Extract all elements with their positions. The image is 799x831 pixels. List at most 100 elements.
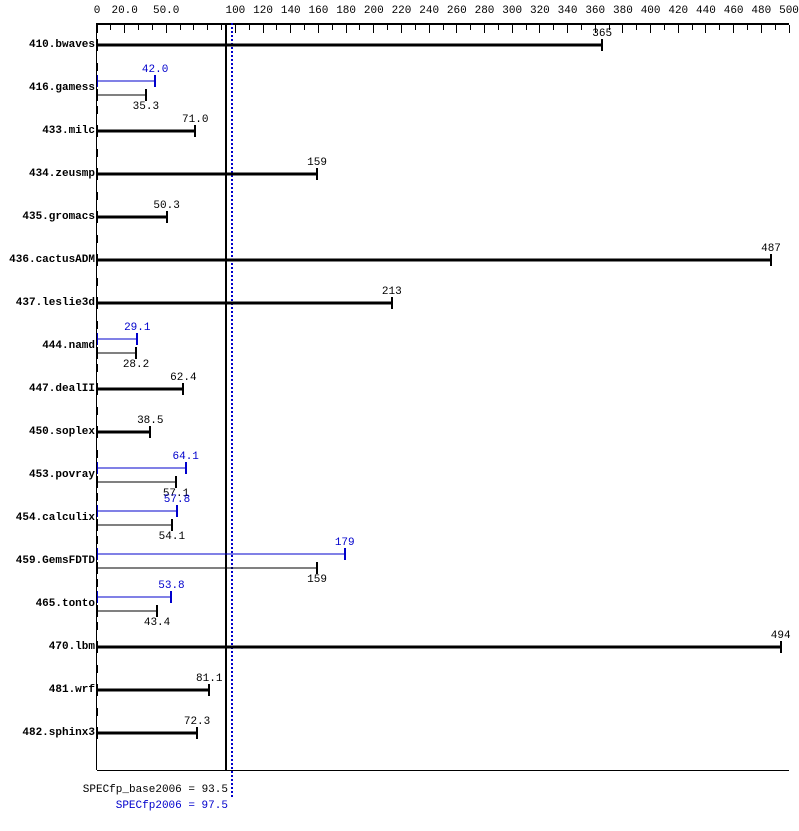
benchmark-label: 435.gromacs <box>22 211 95 223</box>
benchmark-label: 416.gamess <box>29 82 95 94</box>
base-value-label: 159 <box>307 574 327 586</box>
axis-tick <box>415 25 416 30</box>
row-separator <box>97 63 98 71</box>
axis-tick <box>581 25 582 30</box>
peak-bar <box>97 554 345 555</box>
base-bar-cap <box>175 476 177 488</box>
axis-tick-label: 440 <box>696 5 716 17</box>
axis-tick <box>207 25 208 30</box>
axis-tick <box>512 25 513 33</box>
base-value-label: 81.1 <box>196 673 222 685</box>
axis-tick <box>332 25 333 30</box>
base-bar <box>97 302 392 305</box>
benchmark-label: 482.sphinx3 <box>22 727 95 739</box>
base-bar-cap <box>208 684 210 696</box>
axis-tick-label: 140 <box>281 5 301 17</box>
axis-tick <box>705 25 706 33</box>
base-bar <box>97 353 136 354</box>
axis-tick-label: 260 <box>447 5 467 17</box>
axis-tick <box>789 25 790 33</box>
row-separator <box>97 278 98 286</box>
peak-bar-cap <box>344 548 346 560</box>
specfp2006-chart: 020.050.01001201401601802002202402602803… <box>0 0 799 831</box>
axis-tick-label: 340 <box>558 5 578 17</box>
base-bar-cap <box>601 39 603 51</box>
base-value-label: 487 <box>761 243 781 255</box>
axis-tick-label: 100 <box>225 5 245 17</box>
axis-tick <box>124 25 125 33</box>
base-bar-cap <box>145 89 147 101</box>
axis-tick <box>318 25 319 33</box>
row-separator <box>97 192 98 200</box>
axis-tick <box>636 25 637 30</box>
base-bar <box>97 568 317 569</box>
axis-tick <box>221 25 222 30</box>
axis-tick-label: 420 <box>668 5 688 17</box>
axis-tick-label: 460 <box>724 5 744 17</box>
axis-tick <box>470 25 471 30</box>
peak-value-label: 57.8 <box>164 494 190 506</box>
axis-tick <box>678 25 679 33</box>
base-bar-cap <box>171 519 173 531</box>
axis-tick-label: 160 <box>309 5 329 17</box>
axis-tick-label: 480 <box>751 5 771 17</box>
base-bar <box>97 732 197 735</box>
axis-tick-label: 300 <box>502 5 522 17</box>
axis-tick <box>539 25 540 33</box>
axis-tick <box>263 25 264 33</box>
base-value-label: 72.3 <box>184 716 210 728</box>
row-separator <box>97 708 98 716</box>
peak-value-label: 53.8 <box>158 580 184 592</box>
axis-tick <box>498 25 499 30</box>
base-bar-cap <box>149 426 151 438</box>
base-bar-cap <box>780 641 782 653</box>
base-bar-cap <box>156 605 158 617</box>
left-axis-rule <box>96 23 97 770</box>
base-value-label: 213 <box>382 286 402 298</box>
base-bar <box>97 689 209 692</box>
benchmark-label: 454.calculix <box>16 512 95 524</box>
axis-tick <box>443 25 444 30</box>
axis-tick <box>692 25 693 30</box>
base-value-label: 38.5 <box>137 415 163 427</box>
axis-tick <box>429 25 430 33</box>
axis-tick <box>180 25 181 30</box>
peak-bar <box>97 81 155 82</box>
axis-tick-label: 320 <box>530 5 550 17</box>
base-bar <box>97 95 146 96</box>
base-value-label: 28.2 <box>123 359 149 371</box>
benchmark-label: 410.bwaves <box>29 39 95 51</box>
axis-tick <box>304 25 305 30</box>
axis-tick <box>733 25 734 33</box>
axis-tick <box>387 25 388 30</box>
row-separator <box>97 450 98 458</box>
row-separator <box>97 407 98 415</box>
axis-tick <box>110 25 111 30</box>
benchmark-label: 434.zeusmp <box>29 168 95 180</box>
base-bar <box>97 646 781 649</box>
axis-tick-label: 120 <box>253 5 273 17</box>
footer-base-label: SPECfp_base2006 = 93.5 <box>83 784 228 796</box>
peak-value-label: 29.1 <box>124 322 150 334</box>
base-value-label: 494 <box>771 630 791 642</box>
base-bar <box>97 130 195 133</box>
axis-tick <box>553 25 554 30</box>
row-separator <box>97 364 98 372</box>
axis-tick <box>401 25 402 33</box>
benchmark-label: 436.cactusADM <box>9 254 95 266</box>
base-bar-cap <box>194 125 196 137</box>
row-separator <box>97 149 98 157</box>
axis-tick-label: 200 <box>364 5 384 17</box>
base-value-label: 62.4 <box>170 372 196 384</box>
row-separator <box>97 622 98 630</box>
peak-bar-cap <box>136 333 138 345</box>
row-separator <box>97 106 98 114</box>
reference-line-peak <box>231 23 233 797</box>
base-bar <box>97 388 183 391</box>
row-separator <box>97 579 98 587</box>
benchmark-label: 433.milc <box>42 125 95 137</box>
row-separator <box>97 665 98 673</box>
row-separator <box>97 321 98 329</box>
axis-tick-label: 0 <box>94 5 101 17</box>
base-bar-cap <box>166 211 168 223</box>
